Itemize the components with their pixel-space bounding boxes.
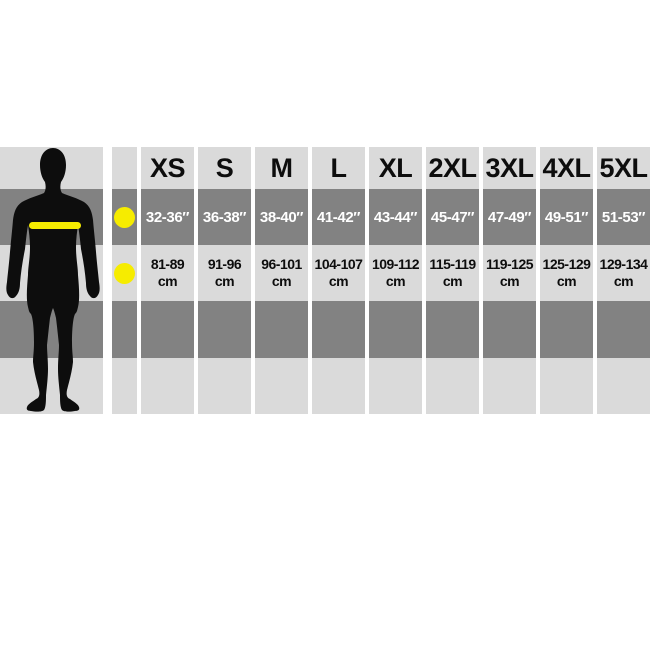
chest-cm-cell: 96-101 cm	[255, 245, 308, 301]
cm-unit: cm	[328, 273, 349, 289]
chest-inches-cell: 32-36″	[141, 189, 194, 245]
size-column-3xl: 3XL 47-49″ 119-125 cm	[483, 147, 536, 414]
chest-inches-cell: 41-42″	[312, 189, 365, 245]
stripe-cell	[369, 301, 422, 358]
stripe-cell	[369, 358, 422, 414]
size-column-4xl: 4XL 49-51″ 125-129 cm	[540, 147, 593, 414]
size-header: 4XL	[540, 147, 593, 189]
chest-cm-cell: 109-112 cm	[369, 245, 422, 301]
chest-cm-cell: 125-129 cm	[540, 245, 593, 301]
chest-cm-cell: 104-107 cm	[312, 245, 365, 301]
yellow-dot-icon	[114, 262, 135, 284]
stripe-cell	[312, 358, 365, 414]
stripe-cell	[540, 358, 593, 414]
stripe-cell	[597, 358, 650, 414]
stripe-cell	[0, 358, 103, 414]
marker-cell-inches	[112, 189, 137, 245]
size-column-l: L 41-42″ 104-107 cm	[312, 147, 365, 414]
size-column-s: S 36-38″ 91-96 cm	[198, 147, 251, 414]
size-column-5xl: 5XL 51-53″ 129-134 cm	[597, 147, 650, 414]
size-header: XS	[141, 147, 194, 189]
stripe-cell	[483, 301, 536, 358]
stripe-cell	[255, 358, 308, 414]
chest-cm-cell: 119-125 cm	[483, 245, 536, 301]
cm-value: 96-101	[261, 256, 302, 273]
male-silhouette-body	[6, 148, 100, 412]
size-header: M	[255, 147, 308, 189]
size-column-xs: XS 32-36″ 81-89 cm	[141, 147, 194, 414]
chest-inches-cell: 36-38″	[198, 189, 251, 245]
cm-value: 129-134	[599, 256, 648, 273]
size-header: L	[312, 147, 365, 189]
male-silhouette	[6, 148, 100, 412]
chest-measure-band-icon	[29, 222, 81, 229]
cm-value: 119-125	[485, 256, 534, 273]
cm-unit: cm	[499, 273, 520, 289]
stripe-cell	[112, 301, 137, 358]
cm-unit: cm	[157, 273, 178, 289]
cm-value: 81-89	[150, 256, 185, 273]
chest-cm-cell: 129-134 cm	[597, 245, 650, 301]
cm-value: 91-96	[207, 256, 242, 273]
stripe-cell	[426, 358, 479, 414]
size-header: 2XL	[426, 147, 479, 189]
chest-inches-cell: 47-49″	[483, 189, 536, 245]
size-chart-table: XS 32-36″ 81-89 cm S 36-38″ 91-96 cm M 3…	[0, 147, 650, 414]
stripe-cell	[198, 301, 251, 358]
yellow-dot-icon	[114, 206, 135, 228]
chest-inches-cell: 45-47″	[426, 189, 479, 245]
stripe-cell	[198, 358, 251, 414]
chest-cm-cell: 81-89 cm	[141, 245, 194, 301]
cm-value: 115-119	[429, 256, 476, 273]
cm-unit: cm	[556, 273, 577, 289]
stripe-cell	[597, 301, 650, 358]
chest-inches-cell: 51-53″	[597, 189, 650, 245]
cm-value: 125-129	[542, 256, 591, 273]
stripe-cell	[112, 147, 137, 189]
stripe-cell	[112, 358, 137, 414]
stripe-cell	[312, 301, 365, 358]
chest-inches-cell: 43-44″	[369, 189, 422, 245]
stripe-cell	[426, 301, 479, 358]
size-column-xl: XL 43-44″ 109-112 cm	[369, 147, 422, 414]
size-column-2xl: 2XL 45-47″ 115-119 cm	[426, 147, 479, 414]
cm-value: 109-112	[371, 256, 420, 273]
chest-cm-cell: 91-96 cm	[198, 245, 251, 301]
cm-unit: cm	[214, 273, 235, 289]
cm-unit: cm	[385, 273, 406, 289]
chest-inches-cell: 38-40″	[255, 189, 308, 245]
cm-unit: cm	[613, 273, 634, 289]
stripe-cell	[255, 301, 308, 358]
marker-cell-cm	[112, 245, 137, 301]
cm-unit: cm	[271, 273, 292, 289]
cm-unit: cm	[442, 273, 463, 289]
stripe-cell	[141, 301, 194, 358]
size-header: S	[198, 147, 251, 189]
stripe-cell	[483, 358, 536, 414]
size-header: 3XL	[483, 147, 536, 189]
size-header: 5XL	[597, 147, 650, 189]
cm-value: 104-107	[314, 256, 363, 273]
stripe-cell	[141, 358, 194, 414]
size-header: XL	[369, 147, 422, 189]
stripe-cell	[540, 301, 593, 358]
chest-inches-cell: 49-51″	[540, 189, 593, 245]
chest-cm-cell: 115-119 cm	[426, 245, 479, 301]
size-column-m: M 38-40″ 96-101 cm	[255, 147, 308, 414]
marker-column	[112, 147, 137, 414]
